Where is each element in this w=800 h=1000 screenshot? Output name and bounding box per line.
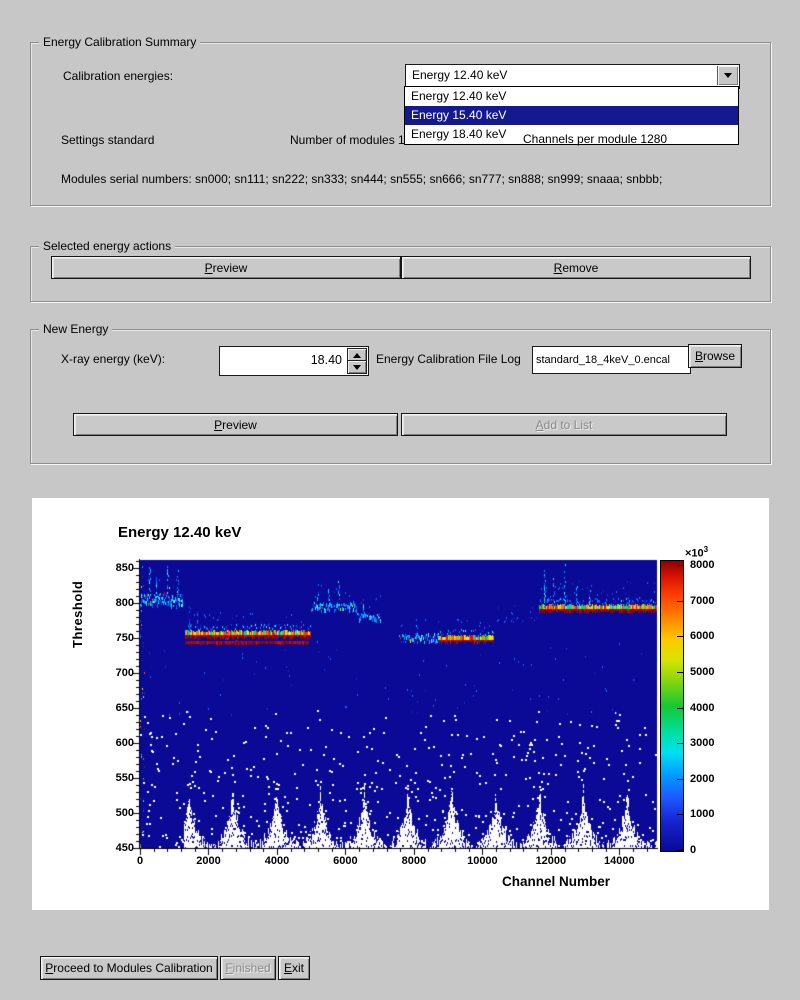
calibration-energies-dropdown: Energy 12.40 keV Energy 15.40 keV Energy… xyxy=(404,86,739,145)
arrow-up-icon xyxy=(353,352,361,358)
histogram-canvas xyxy=(32,498,769,910)
y-tick-label: 500 xyxy=(115,807,134,820)
arrow-down-icon xyxy=(353,364,361,370)
colorbar-tick xyxy=(677,600,683,602)
xray-energy-spinbox[interactable]: 18.40 xyxy=(219,346,369,376)
y-tick-label: 700 xyxy=(115,667,134,680)
x-tick-label: 8000 xyxy=(401,855,427,867)
y-tick-label: 650 xyxy=(115,702,134,715)
colorbar-exponent: ×103 xyxy=(685,545,708,560)
y-tick-label: 850 xyxy=(115,562,134,575)
colorbar-tick-label: 4000 xyxy=(690,701,715,714)
colorbar-tick xyxy=(677,671,683,673)
dropdown-item-energy-18-40[interactable]: Energy 18.40 keV xyxy=(411,127,507,141)
x-tick-label: 0 xyxy=(136,855,144,867)
colorbar-tick xyxy=(677,743,683,745)
spinbox-value: 18.40 xyxy=(310,353,342,367)
settings-standard-label: Settings standard xyxy=(61,133,155,147)
calibration-plot: Energy 12.40 keV Threshold Channel Numbe… xyxy=(32,498,769,910)
serial-numbers-label: Modules serial numbers: sn000; sn111; sn… xyxy=(61,172,663,186)
combobox-dropdown-button[interactable] xyxy=(717,66,738,85)
number-of-modules-label: Number of modules 12 xyxy=(290,133,412,147)
summary-group-title: Energy Calibration Summary xyxy=(39,35,201,50)
x-tick-label: 14000 xyxy=(604,855,635,867)
y-tick-label: 450 xyxy=(115,842,134,854)
colorbar-tick xyxy=(677,814,683,816)
file-log-label: Energy Calibration File Log xyxy=(376,352,521,366)
x-tick-label: 6000 xyxy=(333,855,358,867)
new-energy-group-title: New Energy xyxy=(39,322,113,337)
new-energy-group: New Energy X-ray energy (keV): 18.40 Ene… xyxy=(30,322,771,464)
colorbar-tick xyxy=(677,850,683,851)
actions-group-title: Selected energy actions xyxy=(39,239,176,254)
y-tick-label: 550 xyxy=(115,772,134,785)
colorbar-tick-label: 6000 xyxy=(690,630,715,643)
y-tick-label: 750 xyxy=(115,632,134,645)
colorbar-tick xyxy=(677,778,683,780)
combobox-value: Energy 12.40 keV xyxy=(412,68,508,82)
x-tick-label: 4000 xyxy=(264,855,290,867)
colorbar-exponent-power: 3 xyxy=(703,545,709,554)
file-name-input[interactable]: standard_18_4keV_0.encal xyxy=(532,346,691,374)
file-name-value: standard_18_4keV_0.encal xyxy=(536,354,670,366)
colorbar-tick-label: 1000 xyxy=(690,808,715,821)
colorbar-tick xyxy=(677,707,683,709)
plot-y-axis-label: Threshold xyxy=(70,580,85,648)
colorbar-tick xyxy=(677,636,683,638)
spin-down-button[interactable] xyxy=(347,360,367,374)
dropdown-item-energy-15-40[interactable]: Energy 15.40 keV xyxy=(405,106,738,125)
x-tick-label: 12000 xyxy=(535,855,567,867)
colorbar-tick xyxy=(677,565,683,566)
colorbar-tick-label: 7000 xyxy=(690,594,715,607)
colorbar-tick-label: 0 xyxy=(690,844,697,856)
x-tick-label: 2000 xyxy=(196,855,221,867)
dropdown-item-energy-12-40[interactable]: Energy 12.40 keV xyxy=(411,89,507,103)
y-tick-label: 600 xyxy=(115,737,134,750)
plot-x-axis-label: Channel Number xyxy=(502,874,611,889)
xray-energy-label: X-ray energy (keV): xyxy=(61,352,166,366)
chevron-down-icon xyxy=(724,73,732,78)
colorbar xyxy=(660,560,684,852)
colorbar-tick-label: 2000 xyxy=(690,772,715,785)
x-tick-label: 10000 xyxy=(467,855,498,867)
calibration-energies-label: Calibration energies: xyxy=(63,69,174,83)
colorbar-tick-label: 5000 xyxy=(690,665,715,678)
y-tick-label: 800 xyxy=(115,597,134,610)
colorbar-exponent-base: ×10 xyxy=(685,547,704,560)
plot-title: Energy 12.40 keV xyxy=(118,524,242,541)
channels-per-module-label: Channels per module 1280 xyxy=(523,132,668,146)
colorbar-tick-label: 8000 xyxy=(690,559,715,571)
colorbar-tick-label: 3000 xyxy=(690,737,715,750)
